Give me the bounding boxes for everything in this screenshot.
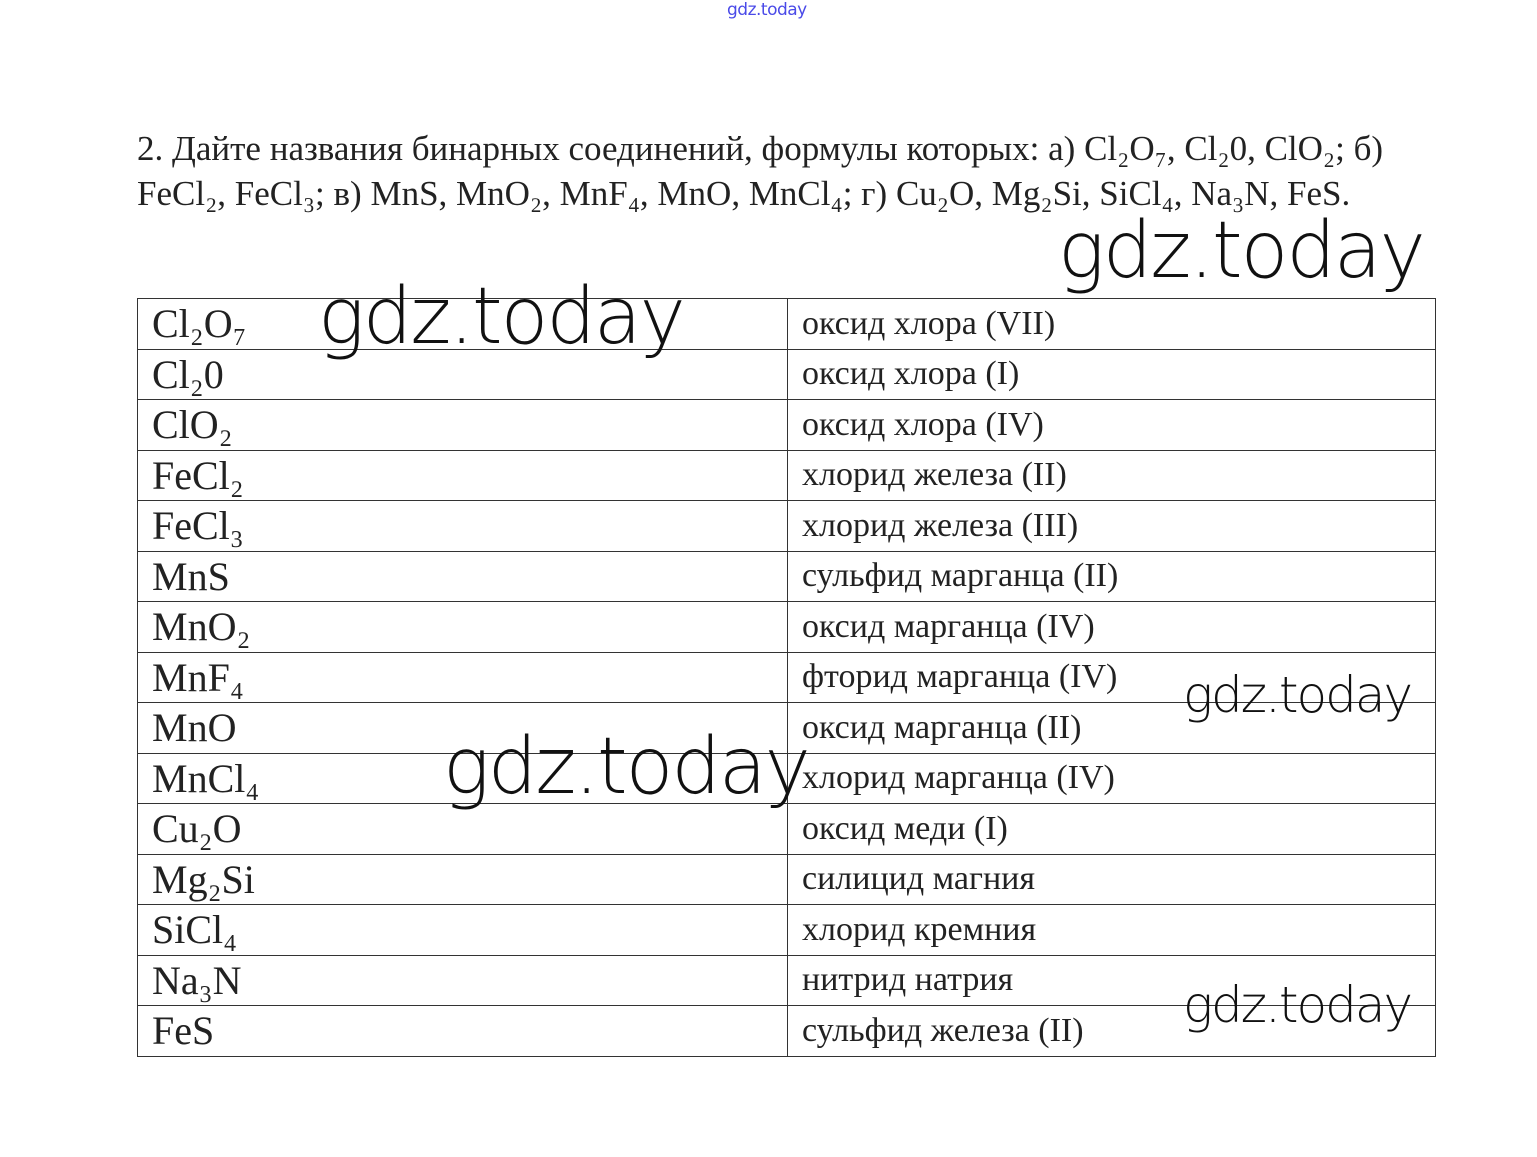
table-row: FeCl₂ хлорид железа (II) <box>137 449 1436 501</box>
compound-name-cell: оксид хлора (IV) <box>787 399 1436 451</box>
table-row: FeS сульфид железа (II) <box>137 1005 1436 1057</box>
formula-cell: MnO₂ <box>137 601 788 653</box>
table-row: MnO оксид марганца (II) <box>137 702 1436 754</box>
table-row: FeCl₃ хлорид железа (III) <box>137 500 1436 552</box>
answer-table: Cl₂O₇ оксид хлора (VII) Cl₂0 оксид хлора (I… <box>137 298 1436 1057</box>
compound-name-cell: хлорид железа (II) <box>787 449 1436 501</box>
question-text: 2. Дайте названия бинарных соединений, ф… <box>137 129 1384 213</box>
watermark: gdz.today <box>1058 206 1426 296</box>
compound-name-cell: оксид хлора (I) <box>787 348 1436 400</box>
formula-cell: Cl₂O₇ <box>137 298 788 350</box>
watermark: gdz.today <box>443 722 811 812</box>
formula-cell: MnF₄ <box>137 651 788 703</box>
watermark: gdz.today <box>1183 976 1413 1034</box>
formula-cell: MnO <box>137 702 788 754</box>
formula-cell: Mg₂Si <box>137 853 788 905</box>
watermark: gdz.today <box>318 272 686 362</box>
formula-cell: Cu₂O <box>137 803 788 855</box>
table-row: MnS сульфид марганца (II) <box>137 550 1436 602</box>
table-row: Cl₂O₇ оксид хлора (VII) <box>137 298 1436 350</box>
compound-name-cell: оксид марганца (IV) <box>787 601 1436 653</box>
compound-name-cell: нитрид натрия <box>787 954 1436 1006</box>
compound-name-cell: силицид магния <box>787 853 1436 905</box>
formula-cell: ClO₂ <box>137 399 788 451</box>
formula-cell: Cl₂0 <box>137 348 788 400</box>
compound-name-cell: фторид марганца (IV) <box>787 651 1436 703</box>
table-row: Mg₂Si силицид магния <box>137 853 1436 905</box>
formula-cell: MnS <box>137 550 788 602</box>
formula-cell: Na₃N <box>137 954 788 1006</box>
table-row: Cu₂O оксид меди (I) <box>137 803 1436 855</box>
formula-cell: FeS <box>137 1005 788 1057</box>
formula-cell: SiCl₄ <box>137 904 788 956</box>
compound-name-cell: сульфид железа (II) <box>787 1005 1436 1057</box>
table-row: Na₃N нитрид натрия <box>137 954 1436 1006</box>
compound-name-cell: хлорид марганца (IV) <box>787 752 1436 804</box>
table-row: MnF₄ фторид марганца (IV) <box>137 651 1436 703</box>
compound-name-cell: хлорид железа (III) <box>787 500 1436 552</box>
compound-name-cell: хлорид кремния <box>787 904 1436 956</box>
watermark: gdz.today <box>1183 666 1413 724</box>
compound-name-cell: оксид меди (I) <box>787 803 1436 855</box>
table-row: MnCl₄ хлорид марганца (IV) <box>137 752 1436 804</box>
formula-cell: FeCl₃ <box>137 500 788 552</box>
formula-cell: FeCl₂ <box>137 449 788 501</box>
table-row: SiCl₄ хлорид кремния <box>137 904 1436 956</box>
compound-name-cell: сульфид марганца (II) <box>787 550 1436 602</box>
watermark-top: gdz.today <box>727 0 807 20</box>
table-row: MnO₂ оксид марганца (IV) <box>137 601 1436 653</box>
compound-name-cell: оксид марганца (II) <box>787 702 1436 754</box>
compound-name-cell: оксид хлора (VII) <box>787 298 1436 350</box>
table-row: ClO₂ оксид хлора (IV) <box>137 399 1436 451</box>
